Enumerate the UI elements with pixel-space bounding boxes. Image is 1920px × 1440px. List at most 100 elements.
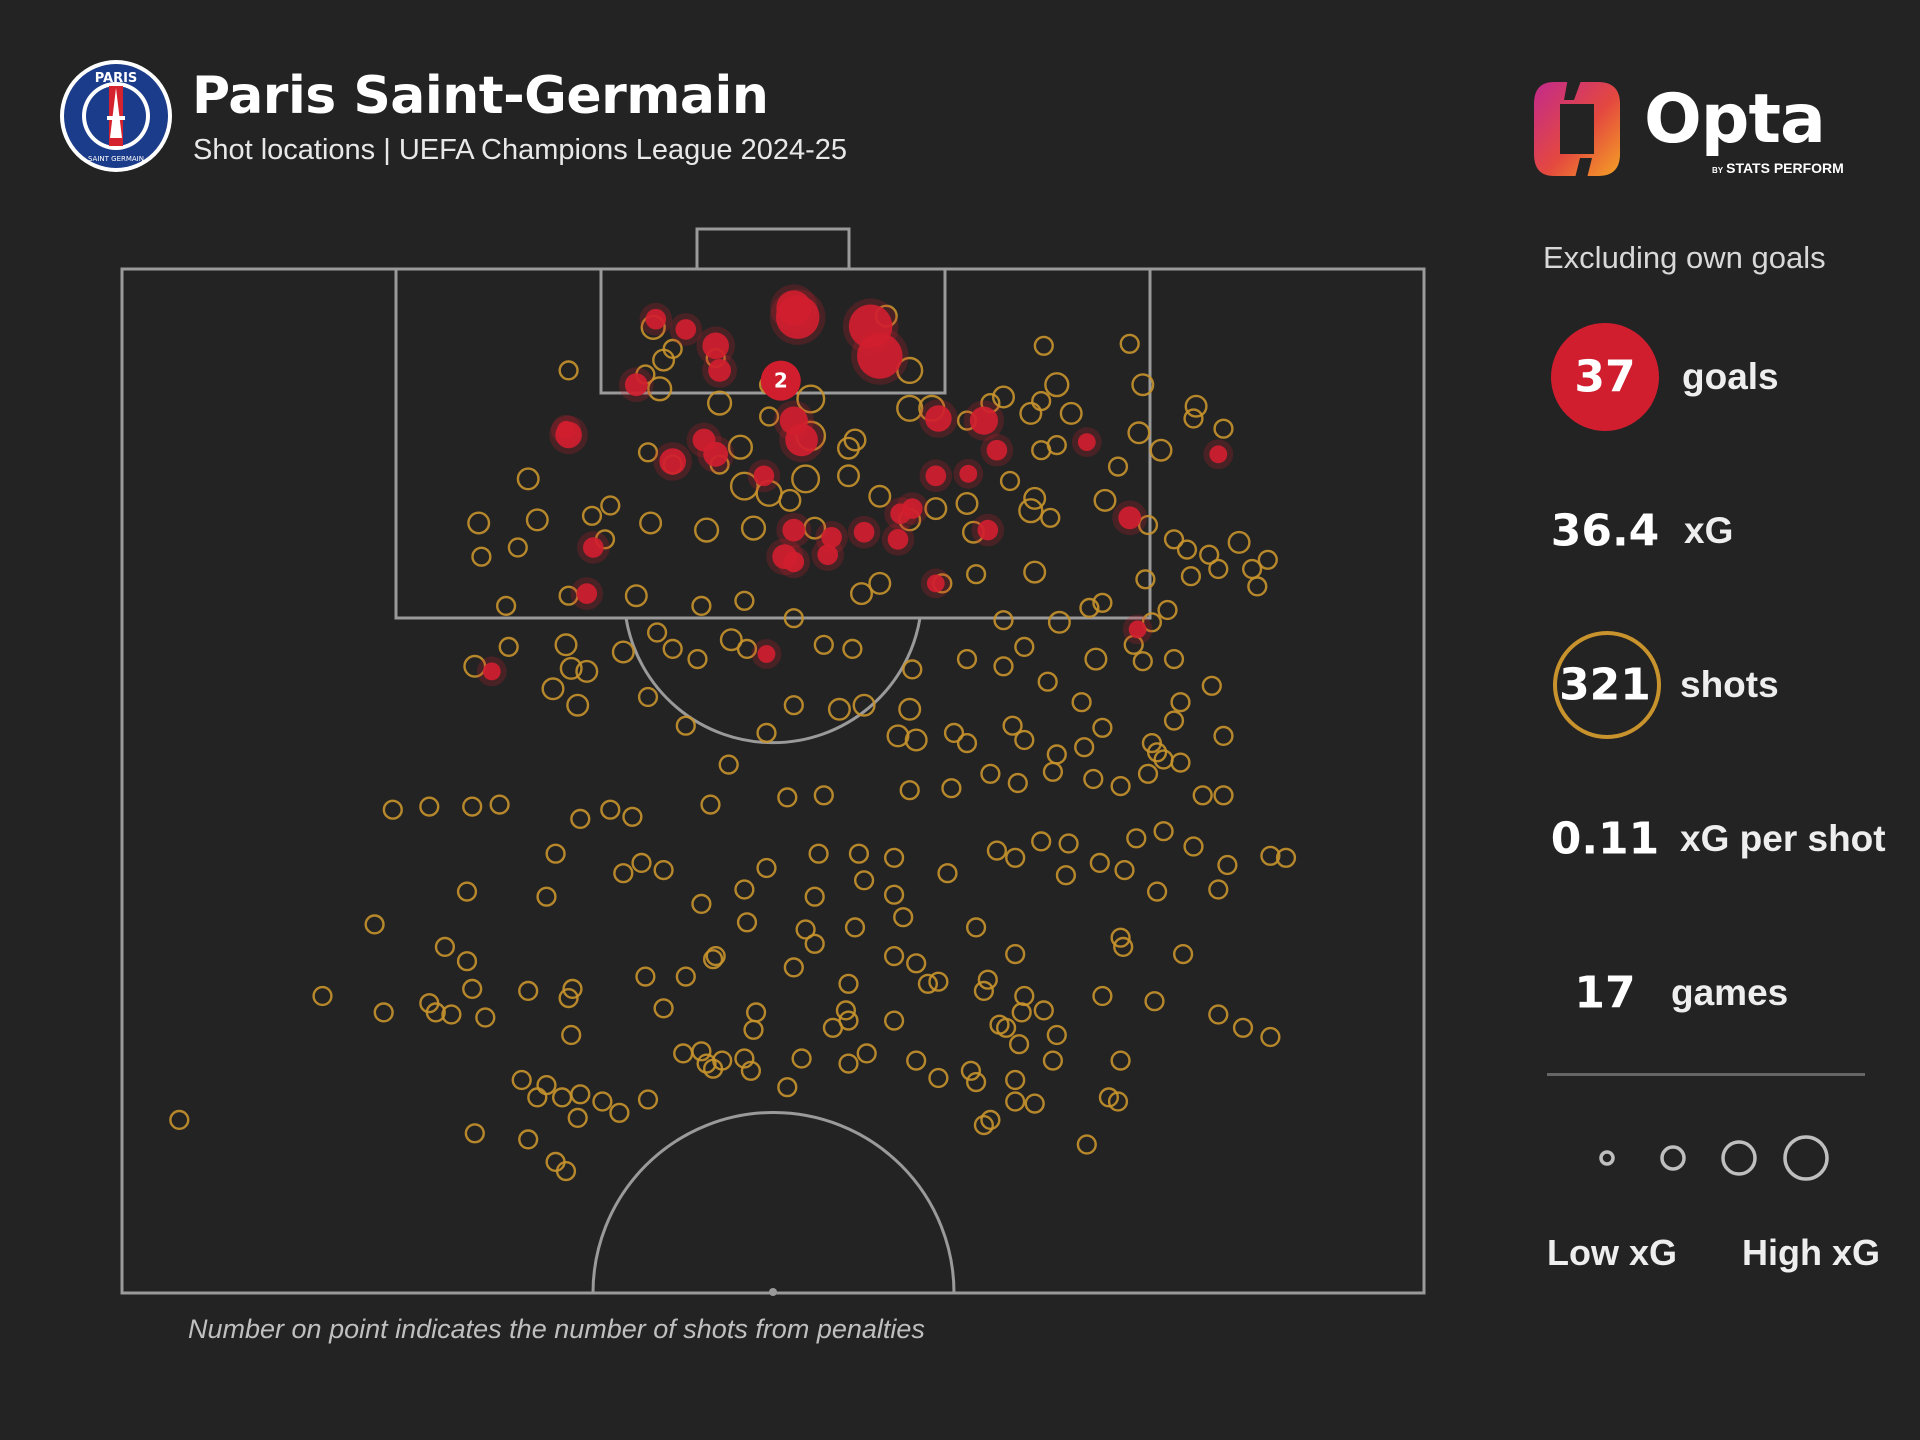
shot-point — [673, 1043, 694, 1064]
stat-games-value: 17 — [1574, 967, 1636, 1019]
shot-point — [702, 949, 724, 970]
shot-point — [917, 973, 938, 994]
xg-size-legend — [1599, 1135, 1829, 1181]
stat-games-label: games — [1671, 972, 1789, 1013]
shot-point — [1055, 865, 1076, 886]
shot-point — [734, 879, 755, 900]
shot-point — [1135, 569, 1156, 590]
shot-point — [956, 648, 978, 670]
shot-point — [1119, 333, 1140, 354]
shots-layer — [169, 304, 1297, 1182]
legend-size-circle — [1660, 1145, 1686, 1171]
shot-point — [1044, 372, 1070, 398]
shot-point — [1046, 435, 1067, 456]
shot-point — [464, 1123, 485, 1144]
shot-point — [783, 695, 804, 716]
shot-point — [693, 517, 720, 543]
shot-point — [1007, 772, 1028, 794]
shot-point — [675, 715, 696, 736]
crest-top-text: PARIS — [95, 71, 138, 86]
shot-point — [1042, 1050, 1063, 1071]
shot-point — [734, 1048, 755, 1069]
shot-point — [419, 796, 440, 817]
shot-point — [941, 778, 962, 799]
shot-point — [545, 1151, 566, 1172]
opta-tagline: BY STATS PERFORM — [1712, 160, 1844, 176]
shot-point — [718, 754, 739, 775]
shot-point — [837, 464, 861, 488]
shot-point — [541, 677, 565, 701]
shot-point — [600, 799, 621, 820]
goal-point — [675, 319, 697, 340]
shot-point — [646, 622, 668, 643]
shot-point — [462, 796, 483, 817]
shot-point — [525, 508, 549, 532]
shot-point — [893, 907, 914, 928]
penalties-layer: 2 — [760, 360, 801, 401]
shot-point — [777, 787, 798, 808]
stat-xg: 36.4 xG — [1540, 476, 1900, 586]
shot-point — [783, 957, 804, 978]
shot-point — [736, 638, 758, 659]
goal-point — [1118, 506, 1142, 530]
shot-point — [1005, 1069, 1026, 1091]
shot-point — [1260, 1026, 1281, 1048]
goal-point — [703, 441, 729, 467]
shot-point — [973, 980, 994, 1001]
shot-point — [852, 693, 876, 717]
goal-frame — [695, 227, 851, 271]
shot-point — [965, 1071, 987, 1093]
shot-point — [600, 495, 621, 516]
shot-point — [734, 590, 755, 611]
goal-point — [887, 529, 909, 550]
shot-point — [727, 434, 753, 460]
shot-point — [575, 659, 599, 683]
goal-point — [1077, 433, 1096, 451]
shot-point — [740, 515, 767, 541]
shot-point — [1089, 852, 1110, 873]
penalty-count-label: 2 — [774, 369, 788, 393]
shot-point — [783, 608, 804, 629]
shot-point — [637, 442, 659, 463]
shot-point — [883, 847, 905, 868]
shot-point — [906, 953, 927, 974]
shot-point — [1208, 1004, 1229, 1025]
shot-point — [1005, 1091, 1026, 1112]
shot-point — [980, 763, 1001, 784]
stat-goals-label: goals — [1682, 356, 1779, 397]
shot-point — [1018, 498, 1044, 524]
stat-xg-per-shot-value: 0.11 — [1550, 813, 1660, 865]
shot-point — [518, 1129, 539, 1150]
shot-point — [965, 917, 987, 938]
shot-point — [1176, 539, 1198, 560]
goal-point — [853, 521, 875, 543]
shot-point — [896, 394, 924, 422]
opta-mark-icon — [1534, 78, 1620, 182]
shot-point — [1033, 335, 1054, 356]
shot-point — [1199, 544, 1220, 565]
stat-games: 17 games — [1540, 938, 1900, 1048]
shot-point — [1023, 560, 1047, 584]
goal-point — [782, 518, 806, 542]
footnote: Number on point indicates the number of … — [188, 1314, 925, 1344]
shot-point — [993, 610, 1014, 631]
shot-point — [955, 492, 979, 516]
shot-point — [899, 780, 920, 801]
goal-point — [977, 519, 999, 541]
shot-point — [804, 886, 825, 907]
goal-point — [757, 645, 776, 663]
shot-point — [581, 505, 603, 526]
shot-point — [844, 917, 866, 938]
centre-circle — [591, 1111, 956, 1294]
shot-point — [1183, 408, 1204, 429]
goals-layer — [476, 284, 1234, 687]
shot-point — [1153, 821, 1174, 842]
goal-point — [785, 423, 818, 457]
shot-point — [1110, 927, 1131, 948]
goal-point — [576, 583, 598, 604]
shot-point — [637, 686, 659, 708]
goal-point — [817, 544, 838, 565]
shot-point — [1071, 692, 1092, 713]
shot-point — [1149, 438, 1173, 462]
